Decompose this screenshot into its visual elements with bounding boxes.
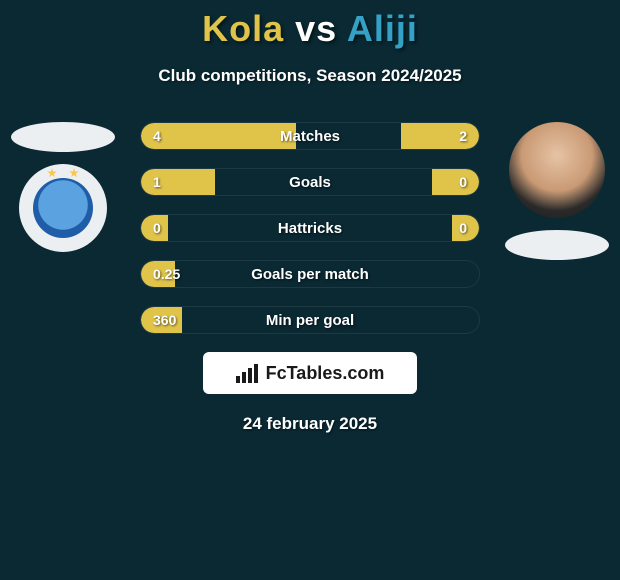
stat-rows: 42Matches 10Goals 00Hattricks 0.25Goals per…: [140, 122, 480, 334]
stat-row: 00Hattricks: [140, 214, 480, 242]
bar-chart-icon: [236, 364, 258, 383]
stat-label: Min per goal: [141, 307, 479, 333]
player1-club-badge: [19, 164, 107, 252]
stat-row: 10Goals: [140, 168, 480, 196]
stat-label: Goals per match: [141, 261, 479, 287]
player2-photo: [509, 122, 605, 218]
kf-tirana-crest-icon: [33, 178, 93, 238]
title-vs: vs: [295, 8, 337, 49]
header: Kola vs Aliji Club competitions, Season …: [0, 0, 620, 86]
stat-label: Hattricks: [141, 215, 479, 241]
stat-label: Goals: [141, 169, 479, 195]
page-title: Kola vs Aliji: [0, 8, 620, 50]
stat-row: 42Matches: [140, 122, 480, 150]
title-player1: Kola: [202, 8, 284, 49]
stat-row: 0.25Goals per match: [140, 260, 480, 288]
branding-logo[interactable]: FcTables.com: [203, 352, 417, 394]
stat-row: 360Min per goal: [140, 306, 480, 334]
title-player2: Aliji: [347, 8, 418, 49]
branding-text: FcTables.com: [266, 363, 385, 384]
player2-club-placeholder-oval: [505, 230, 609, 260]
side-right: [502, 122, 612, 260]
player1-placeholder-oval: [11, 122, 115, 152]
comparison-content: 42Matches 10Goals 00Hattricks 0.25Goals per…: [0, 122, 620, 434]
side-left: [8, 122, 118, 252]
footer-date: 24 february 2025: [0, 414, 620, 434]
subtitle: Club competitions, Season 2024/2025: [0, 66, 620, 86]
stat-label: Matches: [141, 123, 479, 149]
